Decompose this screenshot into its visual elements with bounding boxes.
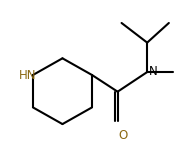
Text: N: N <box>149 64 158 78</box>
Text: HN: HN <box>19 69 37 81</box>
Text: O: O <box>118 129 127 142</box>
